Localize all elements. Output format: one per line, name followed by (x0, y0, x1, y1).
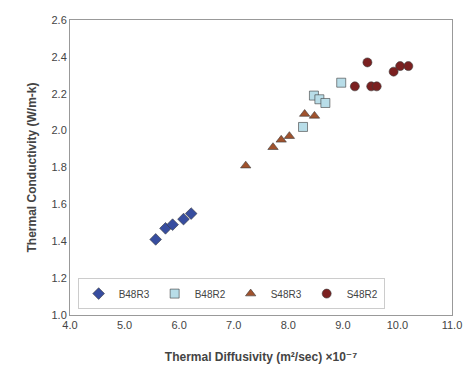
svg-text:Thermal Conductivity (W/m-k): Thermal Conductivity (W/m-k) (25, 82, 39, 252)
svg-text:2.4: 2.4 (52, 51, 67, 63)
svg-text:10.0: 10.0 (387, 319, 408, 331)
svg-text:4.0: 4.0 (62, 319, 77, 331)
svg-text:7.0: 7.0 (226, 319, 241, 331)
svg-text:6.0: 6.0 (171, 319, 186, 331)
svg-text:1.0: 1.0 (52, 309, 67, 321)
svg-text:B48R2: B48R2 (195, 289, 226, 300)
svg-text:5.0: 5.0 (117, 319, 132, 331)
svg-text:B48R3: B48R3 (119, 289, 150, 300)
svg-text:1.8: 1.8 (52, 161, 67, 173)
svg-text:S48R2: S48R2 (347, 289, 378, 300)
svg-text:1.6: 1.6 (52, 198, 67, 210)
svg-text:1.4: 1.4 (52, 235, 67, 247)
svg-text:2.2: 2.2 (52, 88, 67, 100)
svg-text:1.2: 1.2 (52, 272, 67, 284)
svg-text:9.0: 9.0 (335, 319, 350, 331)
svg-text:8.0: 8.0 (281, 319, 296, 331)
svg-text:2.6: 2.6 (52, 14, 67, 26)
svg-text:S48R3: S48R3 (271, 289, 302, 300)
svg-text:Thermal Diffusivity (m²/sec) ×: Thermal Diffusivity (m²/sec) ×10⁻⁷ (165, 350, 357, 364)
svg-text:2.0: 2.0 (52, 124, 67, 136)
svg-text:11.0: 11.0 (442, 319, 463, 331)
